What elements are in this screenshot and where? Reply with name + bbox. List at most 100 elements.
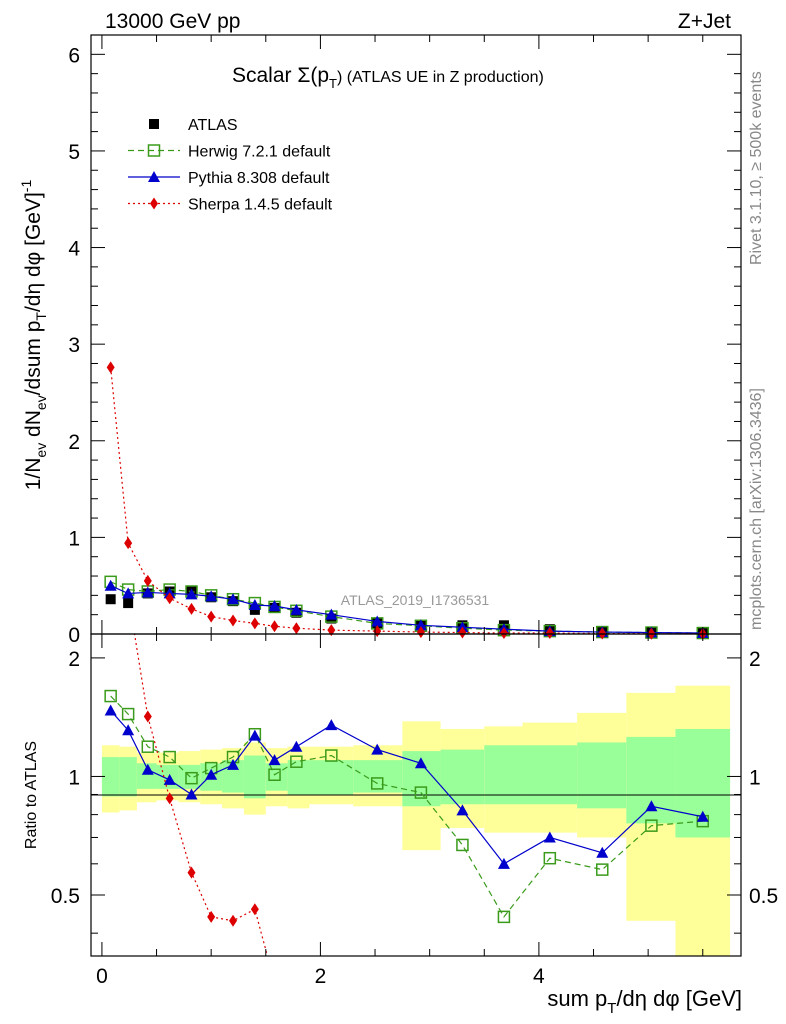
herwig-ratio-point	[185, 771, 198, 785]
pythia-point	[122, 587, 135, 599]
pythia-ratio-point	[268, 754, 281, 766]
x-tick-label: 0	[96, 965, 108, 988]
y-tick-label: 4	[68, 238, 80, 261]
legend-atlas-marker	[149, 119, 159, 129]
pythia-ratio-point	[543, 831, 556, 843]
herwig-ratio-line	[110, 695, 703, 918]
herwig-ratio-point	[543, 851, 557, 865]
band-green	[101, 757, 120, 797]
sherpa-ratio-point	[250, 903, 259, 916]
band-green	[243, 755, 266, 799]
ratio-tick-label-left: 2	[68, 648, 80, 671]
herwig-ratio-point	[163, 750, 176, 764]
herwig-ratio-point	[497, 910, 511, 924]
mcplots-label: mcplots.cern.ch [arXiv:1306.3436]	[748, 388, 765, 630]
sherpa-ratio-line	[133, 634, 269, 956]
sherpa-point	[327, 624, 336, 637]
ratio-tick-label-right: 0.5	[749, 885, 778, 908]
legend-sherpa-label: Sherpa 1.4.5 default	[188, 197, 333, 214]
sherpa-ratio-point	[143, 710, 152, 723]
pythia-ratio-point	[248, 729, 261, 741]
analysis-id: ATLAS_2019_I1736531	[341, 592, 490, 608]
y-tick-label: 5	[68, 141, 80, 164]
pythia-point	[325, 608, 338, 620]
legend-sherpa-marker	[150, 197, 158, 210]
herwig-ratio-point	[596, 863, 609, 876]
herwig-ratio-point	[121, 707, 135, 721]
y-tick-label: 3	[68, 334, 80, 357]
header-left: 13000 GeV pp	[105, 10, 240, 33]
pythia-ratio-point	[122, 724, 135, 736]
legend-herwig-label: Herwig 7.2.1 default	[188, 144, 331, 161]
band-green	[136, 763, 157, 789]
ratio-frame	[90, 633, 742, 957]
pythia-ratio-point	[290, 740, 303, 752]
ratio-tick-label-right: 2	[749, 648, 761, 671]
legend-pythia-label: Pythia 8.308 default	[188, 170, 330, 187]
pythia-ratio-point	[645, 800, 658, 812]
x-tick-label: 4	[533, 965, 545, 988]
pythia-ratio-point	[596, 846, 609, 858]
herwig-ratio-point	[414, 786, 428, 799]
legend-herwig-marker	[147, 144, 161, 157]
pythia-ratio-point	[696, 810, 709, 822]
band-green	[119, 757, 137, 797]
ratio-y-axis-label: Ratio to ATLAS	[23, 741, 40, 849]
herwig-ratio-point	[141, 740, 155, 753]
sherpa-point	[270, 620, 279, 633]
x-axis-label: sum pT/dη dφ [GeV]	[547, 986, 742, 1017]
pythia-ratio-point	[205, 768, 218, 780]
sherpa-ratio-point	[207, 910, 216, 923]
legend-pythia-marker	[148, 171, 160, 182]
sherpa-point	[106, 361, 115, 374]
y-tick-label: 2	[68, 431, 80, 454]
pythia-point	[248, 599, 261, 611]
y-axis-label: 1/Nev dNev/dsum pT/dη dφ [GeV]-1	[18, 180, 49, 491]
header-right: Z+Jet	[678, 10, 731, 33]
band-green	[156, 764, 179, 789]
sherpa-ratio-point	[165, 792, 174, 805]
sherpa-point	[416, 626, 425, 639]
sherpa-point	[207, 610, 216, 623]
pythia-point	[414, 619, 427, 631]
pythia-ratio-point	[325, 719, 338, 731]
ratio-tick-label-left: 0.5	[51, 885, 80, 908]
sherpa-point	[187, 602, 196, 615]
band-green	[577, 742, 627, 809]
ratio-series	[104, 634, 710, 988]
pythia-point	[104, 579, 117, 591]
axis-ticks	[91, 35, 741, 956]
atlas-point	[123, 598, 134, 609]
x-tick-label: 2	[315, 965, 327, 988]
band-green	[522, 745, 578, 805]
band-green	[440, 749, 485, 805]
pythia-ratio-point	[371, 743, 384, 755]
pythia-point	[268, 599, 281, 611]
herwig-ratio-point	[370, 777, 384, 790]
pythia-point	[141, 586, 154, 598]
rivet-label: Rivet 3.1.10, ≥ 500k events	[748, 71, 765, 265]
band-green	[309, 760, 354, 795]
pythia-ratio-point	[185, 788, 198, 800]
herwig-ratio-point	[290, 755, 303, 768]
atlas-point	[105, 594, 116, 605]
sherpa-point	[499, 627, 508, 640]
ratio-tick-label-right: 1	[749, 766, 761, 789]
band-green	[222, 760, 244, 793]
ratio-tick-label-left: 1	[68, 766, 80, 789]
pythia-point	[205, 590, 218, 602]
band-green	[265, 763, 288, 791]
legend: ATLAS Herwig 7.2.1 default Pythia 8.308 de…	[128, 117, 333, 214]
sherpa-ratio-point	[271, 976, 279, 988]
sherpa-point	[292, 622, 301, 635]
sherpa-point	[229, 614, 238, 627]
pythia-ratio-point	[414, 757, 427, 769]
herwig-ratio-point	[325, 749, 338, 762]
legend-atlas-label: ATLAS	[188, 117, 238, 134]
sherpa-ratio-point	[229, 914, 238, 927]
pythia-ratio-point	[141, 763, 154, 775]
sherpa-point	[124, 537, 133, 550]
pythia-ratio-point	[456, 804, 469, 816]
pythia-ratio-point	[497, 857, 510, 869]
y-tick-label: 0	[68, 624, 80, 647]
